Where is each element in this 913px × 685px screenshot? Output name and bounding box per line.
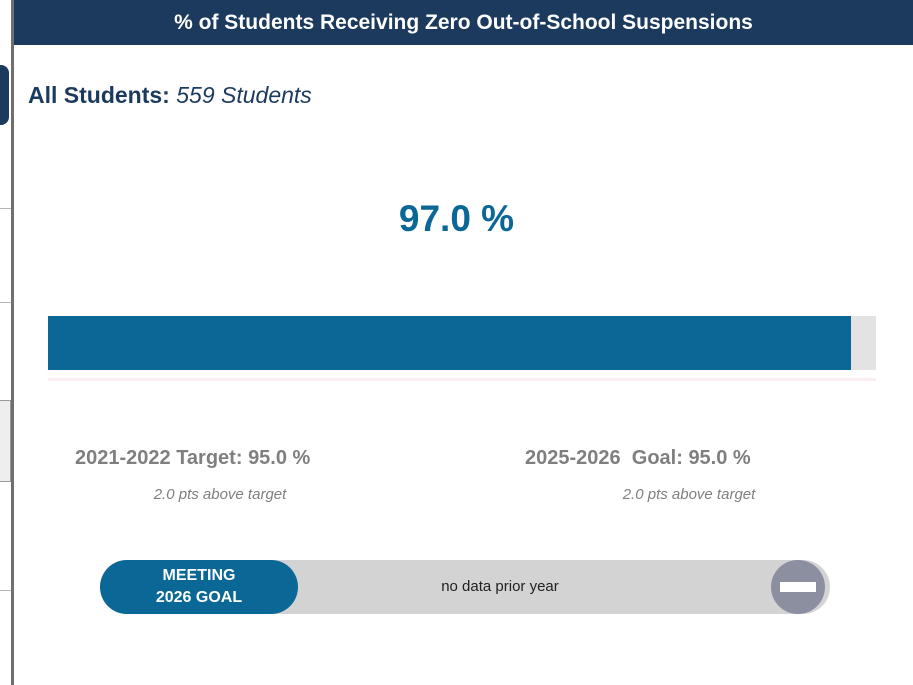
side-line <box>0 590 11 591</box>
side-line <box>0 302 11 303</box>
target: 2021-2022 Target: 95.0 % <box>75 447 310 470</box>
group-count: 559 Students <box>176 82 312 108</box>
side-line <box>0 208 11 209</box>
side-tab <box>0 65 9 125</box>
badge-line: 2026 GOAL <box>155 589 243 606</box>
goal-note: 2.0 pts above target <box>622 486 756 503</box>
trend-text: no data prior year <box>441 578 559 595</box>
group-label: All Students: <box>28 82 170 108</box>
metric-value: 97.0 % <box>398 198 515 239</box>
group-heading: All Students: 559 Students <box>28 82 312 109</box>
target-label: 2021-2022 Target: <box>75 447 243 469</box>
goal: 2025-2026 Goal: 95.0 % <box>525 447 751 470</box>
side-box <box>0 400 11 482</box>
header-title: % of Students Receiving Zero Out-of-Scho… <box>14 0 913 45</box>
underline <box>48 378 876 381</box>
target-value: 95.0 % <box>248 447 311 469</box>
status-badge: MEETING 2026 GOAL <box>100 560 298 614</box>
divider <box>11 0 14 685</box>
badge-line: MEETING <box>162 567 236 584</box>
goal-value: 95.0 % <box>688 447 751 469</box>
progress-bar <box>48 316 852 370</box>
target-note: 2.0 pts above target <box>153 486 287 503</box>
goal-label: 2025-2026 Goal: <box>525 447 683 469</box>
no-data-icon <box>771 560 825 614</box>
progress-track <box>48 316 876 370</box>
icon-bar <box>780 582 816 592</box>
status-bar: MEETING 2026 GOAL no data prior year <box>100 560 830 614</box>
